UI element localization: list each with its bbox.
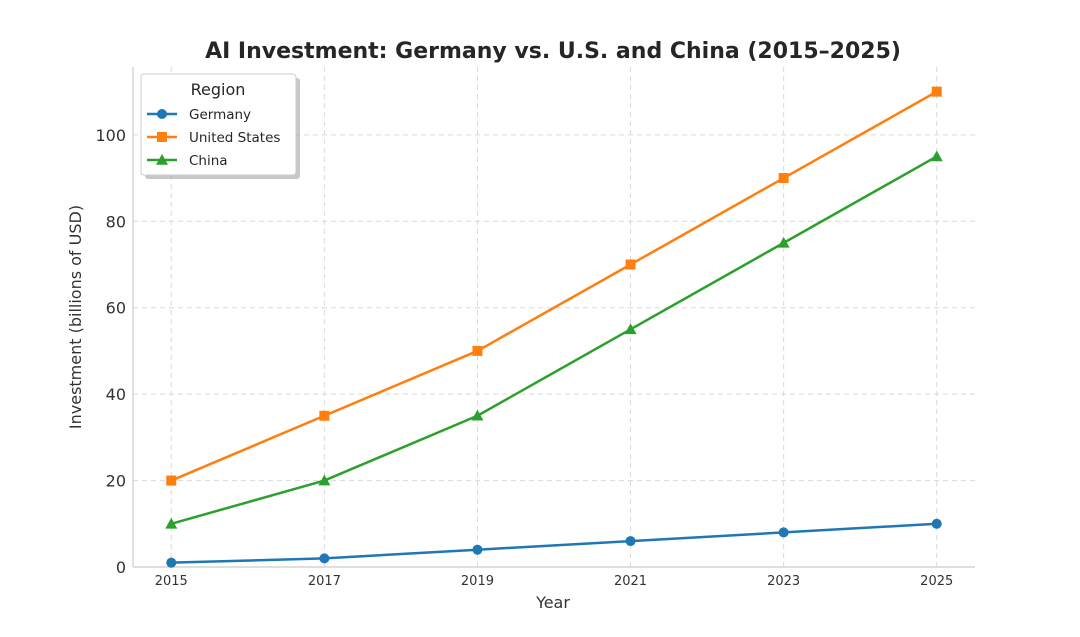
legend-item-germany: Germany	[147, 107, 251, 123]
data-point-united-states	[166, 475, 177, 486]
legend: Region Germany United States China	[140, 73, 300, 179]
legend-box	[140, 73, 297, 176]
series-united-states	[166, 86, 942, 486]
data-point-germany	[625, 536, 636, 547]
data-point-china	[930, 150, 943, 162]
x-tick-label: 2017	[308, 574, 341, 589]
x-tick-label: 2021	[614, 574, 647, 589]
y-tick-label: 40	[106, 385, 126, 404]
series-group	[165, 86, 943, 568]
data-point-china	[318, 474, 331, 486]
y-tick-label: 60	[106, 299, 126, 318]
y-tick-label: 0	[116, 558, 126, 577]
x-tick-label: 2025	[920, 574, 953, 589]
series-germany	[166, 518, 942, 568]
x-tick-label: 2015	[155, 574, 188, 589]
y-tick-label: 80	[106, 212, 126, 231]
data-point-united-states	[319, 410, 330, 421]
legend-item-united-states: United States	[147, 130, 280, 146]
data-point-germany	[319, 553, 330, 564]
x-tick-label: 2019	[461, 574, 494, 589]
data-point-germany	[472, 544, 483, 555]
legend-marker-united-states	[157, 132, 167, 142]
data-point-china	[165, 517, 178, 529]
data-point-china	[624, 323, 637, 335]
x-tick-labels: 2015 2017 2019 2021 2023 2025	[155, 574, 954, 589]
legend-label-germany: Germany	[189, 107, 251, 123]
y-tick-label: 20	[106, 472, 126, 491]
data-point-united-states	[472, 345, 483, 356]
x-tick-label: 2023	[767, 574, 800, 589]
data-point-united-states	[931, 86, 942, 97]
y-tick-label: 100	[95, 126, 126, 145]
series-line-germany	[171, 522, 937, 564]
legend-title: Region	[191, 80, 246, 99]
data-point-china	[471, 409, 484, 421]
legend-label-china: China	[189, 153, 228, 169]
data-point-united-states	[778, 173, 789, 184]
series-line-china	[170, 155, 938, 525]
data-point-germany	[931, 518, 942, 529]
data-point-united-states	[625, 259, 636, 270]
x-axis-label: Year	[535, 593, 570, 612]
data-point-china	[777, 236, 790, 248]
legend-label-united-states: United States	[189, 130, 280, 146]
data-point-germany	[778, 527, 789, 538]
legend-marker-germany	[157, 109, 167, 119]
axes-spines	[132, 67, 975, 568]
chart-title: AI Investment: Germany vs. U.S. and Chin…	[205, 39, 901, 64]
legend-item-china: China	[147, 153, 228, 169]
data-point-germany	[166, 557, 177, 568]
series-china	[165, 150, 943, 529]
y-axis-label: Investment (billions of USD)	[66, 205, 85, 429]
series-line-united-states	[170, 90, 938, 482]
legend-marker-china	[156, 154, 168, 165]
y-tick-labels: 0 20 40 60 80 100	[95, 126, 126, 577]
